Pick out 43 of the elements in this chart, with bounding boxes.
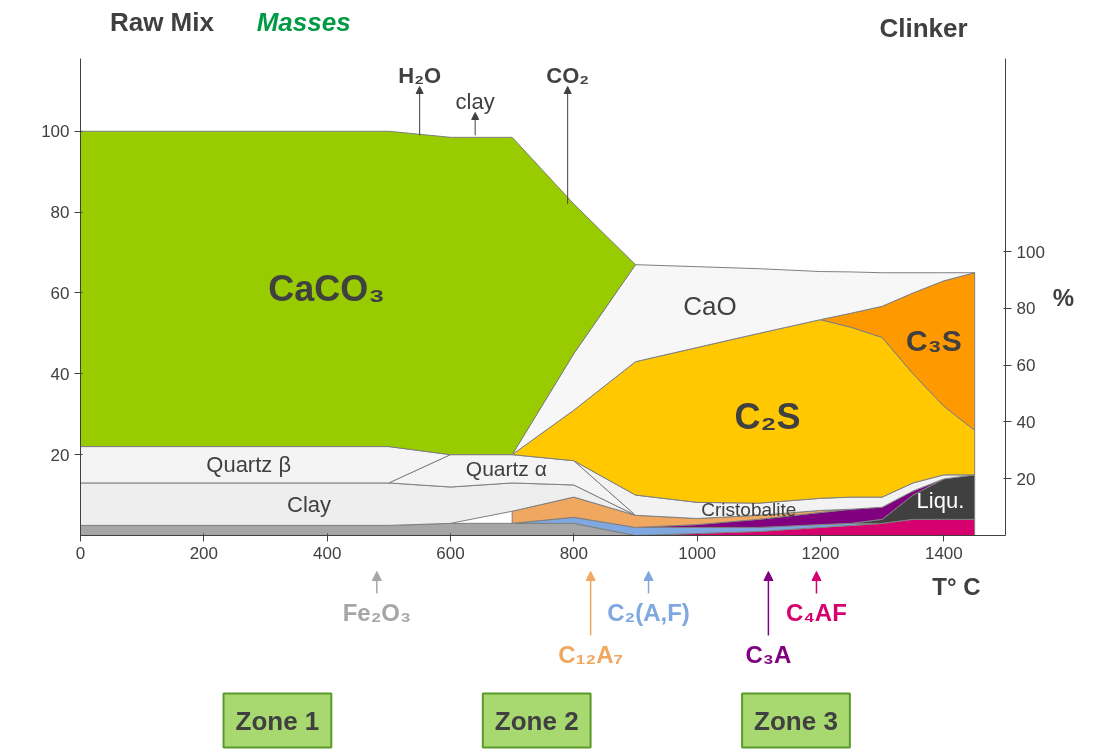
y2-tick-label: 20 (1016, 469, 1036, 489)
text: Zone 2 (494, 705, 579, 736)
y2-axis-title: % (1052, 283, 1075, 311)
y-tick-label: 80 (50, 203, 70, 223)
series-label: CaCO₃ (268, 268, 385, 310)
annotation: clay (455, 88, 495, 114)
x-tick-label: 1400 (924, 543, 963, 563)
series-label: CaO (683, 290, 737, 321)
y2-tick-label: 100 (1016, 242, 1045, 262)
chart-title: Masses (256, 6, 351, 37)
series-label: C₂S (734, 396, 801, 438)
series-label: Cristobalite (701, 498, 797, 520)
y-tick-label: 100 (41, 122, 70, 142)
y-axis-title: Raw Mix (109, 6, 215, 37)
text: Zone 1 (235, 705, 320, 736)
series-label: Quartz β (206, 452, 292, 478)
text: C₁₂A₇ (558, 640, 624, 668)
x-tick-label: 600 (436, 543, 465, 563)
y2-tick-label: 40 (1016, 412, 1036, 432)
series-label: Liqu. (916, 487, 965, 513)
x-tick-label: 200 (189, 543, 219, 563)
text: Clinker (879, 12, 968, 43)
x-axis-title: T° C (932, 572, 981, 600)
x-tick-label: 800 (559, 543, 589, 563)
series-label: Quartz α (465, 457, 547, 481)
x-tick-label: 1000 (678, 543, 717, 563)
y-tick-label: 40 (50, 364, 70, 384)
series-label: Clay (287, 491, 332, 517)
y2-tick-label: 80 (1016, 299, 1036, 319)
x-tick-label: 1200 (801, 543, 840, 563)
annotation: H₂O (398, 62, 442, 88)
legend-label: C₄AF (786, 598, 847, 626)
legend-label: C₂(A,F) (607, 598, 690, 626)
text: C₃A (745, 640, 792, 668)
y-tick-label: 20 (50, 445, 70, 465)
text: Zone 3 (754, 705, 838, 736)
x-tick-label: 0 (75, 543, 86, 563)
x-tick-label: 400 (312, 543, 342, 563)
series-label: C₃S (906, 323, 962, 357)
legend-label: Fe₂O₃ (342, 598, 412, 626)
annotation: CO₂ (546, 62, 590, 88)
y-tick-label: 60 (50, 283, 70, 303)
y2-tick-label: 60 (1016, 356, 1036, 376)
